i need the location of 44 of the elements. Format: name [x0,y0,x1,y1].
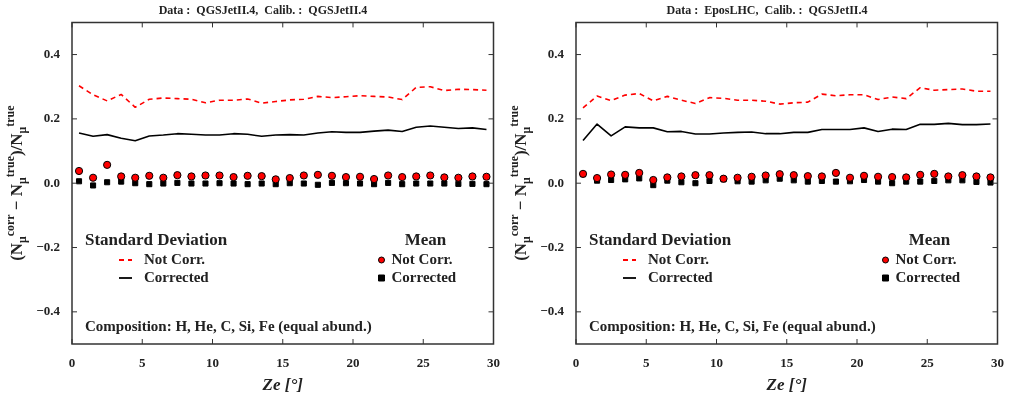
y-tick-label: 0.2 [43,110,60,126]
y-tick-label: −0.2 [540,238,564,254]
legend-label: Not Corr. [648,250,710,267]
x-tick-label: 25 [920,355,935,371]
legend-label: Corrected [144,268,210,285]
x-axis-title: Ze [°] [261,375,304,395]
y-tick-label: 0.0 [547,174,564,190]
annotation: Composition: H, He, C, Si, Fe (equal abund.) [589,317,876,335]
x-tick-label: 15 [276,355,290,371]
y-tick-label: 0.0 [43,174,60,190]
x-tick-label: 30 [487,355,500,371]
x-tick-label: 10 [206,355,219,371]
x-tick-label: 0 [572,355,580,371]
y-tick-label: −0.4 [36,303,61,319]
legend-label: Not Corr. [391,250,453,267]
x-tick-label: 30 [991,355,1004,371]
x-tick-label: 20 [346,355,360,371]
y-tick-label: −0.4 [540,303,565,319]
text: (Nμcorr − Nμtrue)/Nμtrue [507,105,534,261]
legend-label: Not Corr. [144,250,206,267]
annotation: Standard Deviation [589,230,732,250]
x-tick-label: 5 [643,355,650,371]
legend-label: Not Corr. [895,250,957,267]
chart-title: Data : EposLHC, Calib. : QGSJetII.4 [666,3,868,18]
annotation: Mean [908,230,951,250]
chart-title: Data : QGSJetII.4, Calib. : QGSJetII.4 [158,3,368,18]
legend-label: Corrected [391,268,457,285]
x-axis-title: Ze [°] [765,375,808,395]
x-tick-label: 25 [416,355,431,371]
x-tick-label: 10 [710,355,723,371]
y-tick-label: 0.4 [547,45,565,61]
x-tick-label: 5 [139,355,146,371]
x-tick-label: 15 [780,355,794,371]
legend-label: Corrected [895,268,961,285]
annotation: Mean [404,230,447,250]
legend-label: Corrected [648,268,714,285]
y-tick-label: −0.2 [36,238,60,254]
annotation: Composition: H, He, C, Si, Fe (equal abund.) [85,317,372,335]
text: (Nμcorr − Nμtrue)/Nμtrue [3,105,30,261]
y-tick-label: 0.2 [547,110,564,126]
x-tick-label: 20 [850,355,864,371]
y-tick-label: 0.4 [43,45,61,61]
annotation: Standard Deviation [85,230,228,250]
x-tick-label: 0 [68,355,76,371]
